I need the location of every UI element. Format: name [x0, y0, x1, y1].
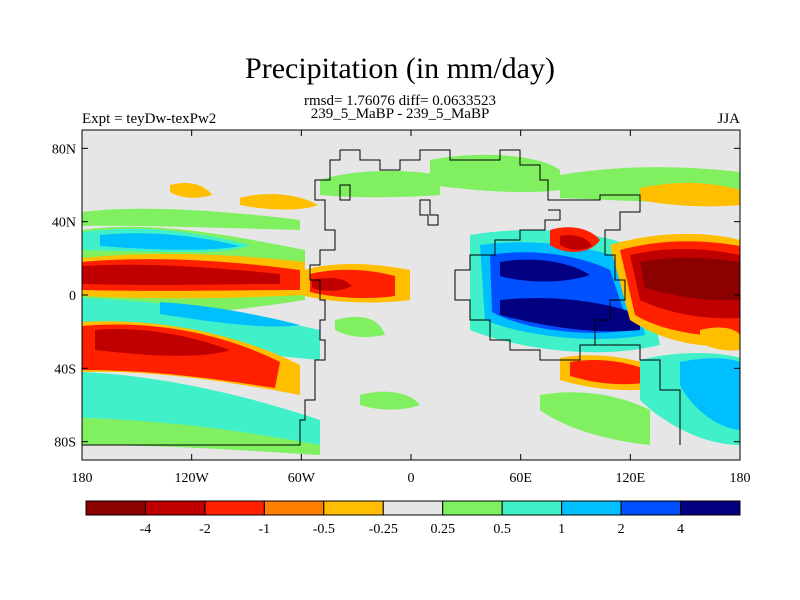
x-tick-label: 60E [509, 471, 532, 486]
anomaly-patch [500, 259, 590, 282]
anomaly-patch [500, 298, 640, 332]
colorbar-label: 0.25 [430, 522, 455, 537]
colorbar-swatch [85, 500, 146, 516]
map-area [82, 130, 740, 460]
x-tick-label: 60W [288, 471, 316, 486]
y-tick-label: 40N [52, 216, 76, 231]
anomaly-patch [700, 327, 740, 351]
anomaly-patch [82, 418, 320, 455]
colorbar-swatch [144, 500, 206, 516]
colorbar-swatch [501, 500, 563, 516]
colorbar-swatch [204, 500, 265, 516]
anomaly-patch [82, 372, 320, 445]
x-tick-label: 180 [72, 471, 93, 486]
anomaly-patch [82, 208, 300, 230]
anomaly-patch [360, 391, 420, 410]
figure-title: Precipitation (in mm/day) [245, 52, 555, 85]
colorbar-label: -2 [199, 522, 211, 537]
y-tick-label: 80N [52, 142, 76, 157]
anomaly-patch [640, 257, 740, 301]
y-tick-label: 80S [54, 436, 76, 451]
anomaly-patch [640, 182, 740, 207]
colorbar-swatch [323, 500, 384, 516]
anomaly-patch [95, 329, 230, 356]
x-tick-label: 0 [408, 471, 415, 486]
y-axis: 80N 40N 0 40S 80S [52, 142, 740, 451]
colorbar-label: 4 [677, 522, 684, 537]
colorbar-label: 1 [558, 522, 565, 537]
colorbar-swatch [680, 500, 741, 516]
coastline [419, 199, 439, 226]
y-tick-label: 40S [54, 362, 76, 377]
anomaly-patch [82, 264, 280, 285]
coastline [82, 149, 681, 446]
figure-subtitle: 239_5_MaBP - 239_5_MaBP [310, 106, 490, 122]
colorbar-swatch [620, 500, 682, 516]
colorbar-label: -1 [259, 522, 271, 537]
x-tick-label: 180 [730, 471, 751, 486]
season-label: JJA [717, 111, 740, 127]
anomaly-patch [560, 235, 592, 250]
colorbar-label: -0.25 [369, 522, 398, 537]
x-tick-label: 120W [175, 471, 210, 486]
colorbar-swatch [382, 500, 444, 516]
anomaly-patch [310, 269, 395, 299]
y-tick-label: 0 [69, 289, 76, 304]
experiment-label: Expt = teyDw-texPw2 [82, 111, 217, 127]
anomaly-patch [240, 194, 318, 210]
x-axis: 180 120W 60W 0 60E 120E 180 [72, 130, 751, 486]
anomaly-patch [82, 298, 320, 360]
colorbar: -4 -2 -1 -0.5 -0.25 0.25 0.5 1 2 4 [85, 500, 741, 537]
colorbar-swatch [561, 500, 622, 516]
anomaly-patch [540, 392, 650, 445]
colorbar-swatch [442, 500, 503, 516]
x-tick-label: 120E [616, 471, 646, 486]
anomaly-patch [312, 278, 352, 291]
anomaly-patch [430, 154, 560, 193]
anomaly-patch [160, 302, 300, 327]
colorbar-label: -4 [140, 522, 152, 537]
colorbar-label: -0.5 [313, 522, 335, 537]
anomaly-patch [100, 233, 240, 250]
anomaly-patch [335, 316, 385, 338]
coastline [339, 184, 351, 201]
colorbar-swatch [263, 500, 325, 516]
colorbar-label: 2 [618, 522, 625, 537]
colorbar-label: 0.5 [493, 522, 511, 537]
anomaly-patch [680, 358, 740, 430]
stats-line: rmsd= 1.76076 diff= 0.0633523 [303, 93, 497, 109]
anomaly-patch [170, 183, 212, 198]
